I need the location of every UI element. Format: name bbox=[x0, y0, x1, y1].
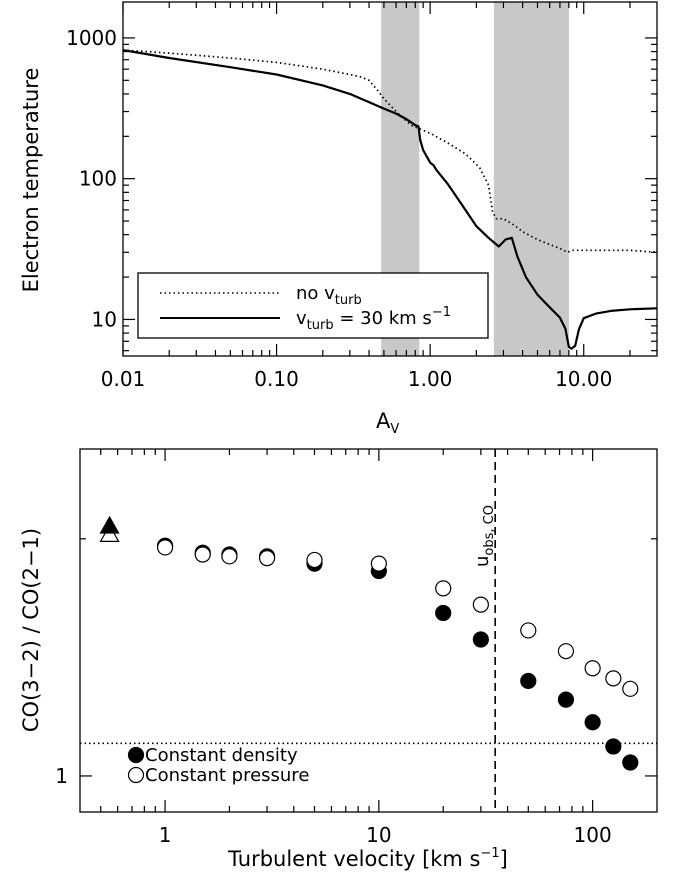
point-constant-pressure bbox=[584, 660, 601, 677]
plot-frame-bottom bbox=[79, 448, 658, 813]
triangle-marker-filled bbox=[99, 515, 120, 534]
point-constant-pressure bbox=[258, 550, 276, 567]
point-constant-pressure bbox=[194, 546, 211, 563]
legend-marker-filled bbox=[127, 746, 145, 764]
point-constant-density bbox=[557, 691, 575, 708]
point-constant-pressure bbox=[520, 622, 537, 639]
legend-top: no vturb vturb = 30 km s−1 bbox=[137, 272, 489, 339]
y-tick-label: 1 bbox=[55, 764, 68, 788]
point-constant-density bbox=[605, 738, 622, 755]
x-tick-label: 0.10 bbox=[254, 367, 299, 391]
y-tick-label: 10 bbox=[92, 307, 117, 331]
legend-bottom: Constant density Constant pressure bbox=[127, 745, 309, 786]
x-tick-label: 10 bbox=[366, 823, 391, 847]
x-tick-label: 1.00 bbox=[408, 367, 453, 391]
x-axis-title-bottom: Turbulent velocity [km s−1] bbox=[227, 846, 508, 871]
legend-box-top bbox=[137, 272, 489, 339]
y-axis-title-bottom: CO(3−2) / CO(2−1) bbox=[19, 528, 43, 732]
point-constant-pressure bbox=[221, 548, 238, 565]
legend-label-no-vturb: no vturb bbox=[296, 283, 362, 308]
legend-label-vturb-30: vturb = 30 km s−1 bbox=[296, 305, 451, 333]
point-constant-pressure bbox=[370, 555, 387, 572]
reference-lines bbox=[80, 449, 657, 812]
shaded-band-2 bbox=[493, 2, 569, 356]
chart-bottom-co-ratio: 1 10 100 1 CO(3−2) / CO(2−1) Turbulent velo… bbox=[19, 448, 658, 871]
point-constant-pressure bbox=[557, 643, 575, 660]
point-constant-density bbox=[622, 754, 639, 771]
point-constant-density bbox=[520, 672, 537, 690]
point-constant-pressure bbox=[622, 680, 639, 697]
y-tick-label: 1000 bbox=[66, 26, 117, 50]
vline-label-uobs-co: uobs, CO bbox=[472, 505, 497, 567]
point-constant-density bbox=[584, 714, 601, 731]
legend-label-constant-density: Constant density bbox=[145, 745, 298, 766]
point-constant-pressure bbox=[156, 539, 174, 556]
x-tick-label: 0.01 bbox=[101, 367, 146, 391]
axis-ticks: 0.01 0.10 1.00 10.00 10 100 1000 bbox=[66, 2, 657, 391]
axis-ticks: 1 10 100 1 bbox=[55, 449, 657, 847]
series-lines bbox=[122, 49, 658, 350]
data-points bbox=[99, 515, 639, 771]
point-constant-pressure bbox=[435, 580, 452, 597]
point-constant-pressure bbox=[605, 670, 622, 687]
plot-frame-top bbox=[122, 1, 658, 357]
legend-marker-open bbox=[127, 766, 145, 784]
point-constant-pressure bbox=[306, 551, 323, 569]
shaded-bands bbox=[381, 2, 569, 356]
x-axis-title-top: AV bbox=[376, 409, 399, 437]
x-tick-label: 10.00 bbox=[555, 367, 612, 391]
y-axis-title-top: Electron temperature bbox=[19, 68, 43, 293]
chart-top-electron-temperature: 0.01 0.10 1.00 10.00 10 100 1000 Electron temp… bbox=[19, 1, 658, 437]
point-constant-pressure bbox=[472, 596, 489, 613]
point-constant-density bbox=[472, 631, 489, 648]
series-line-vturb-30 bbox=[122, 49, 658, 350]
point-constant-density bbox=[435, 604, 452, 622]
y-tick-label: 100 bbox=[79, 167, 117, 191]
legend-label-constant-pressure: Constant pressure bbox=[145, 765, 309, 786]
x-tick-label: 1 bbox=[159, 823, 172, 847]
x-tick-label: 100 bbox=[574, 823, 612, 847]
